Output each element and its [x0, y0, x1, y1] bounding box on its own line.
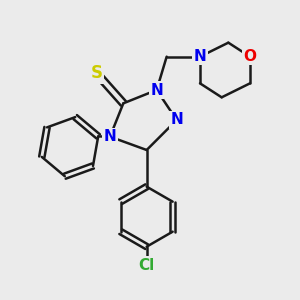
Text: O: O	[244, 49, 256, 64]
Text: N: N	[103, 129, 116, 144]
Text: N: N	[150, 82, 163, 98]
Text: N: N	[170, 112, 183, 128]
Text: S: S	[91, 64, 103, 82]
Text: Cl: Cl	[139, 257, 155, 272]
Text: N: N	[194, 49, 206, 64]
